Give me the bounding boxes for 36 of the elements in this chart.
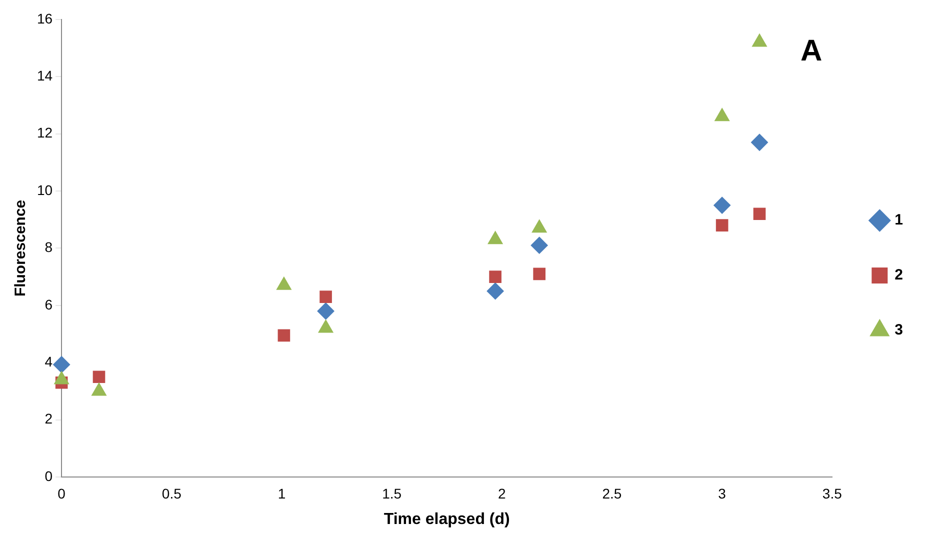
point — [320, 290, 332, 303]
y-tick-label: 2 — [44, 410, 53, 427]
point — [751, 134, 768, 151]
x-tick-label: 2.5 — [602, 485, 622, 502]
legend-label: 1 — [894, 212, 903, 229]
x-tick-label: 0.5 — [162, 485, 182, 502]
point — [716, 219, 728, 232]
legend-label: 2 — [894, 266, 903, 284]
x-tick-label: 3.5 — [822, 485, 842, 502]
point — [533, 268, 546, 280]
x-tick-label: 1 — [278, 485, 286, 502]
point — [278, 329, 290, 342]
x-axis-title: Time elapsed (d) — [384, 510, 510, 528]
legend-label: 3 — [894, 322, 903, 339]
point — [317, 302, 334, 320]
annotation: A — [800, 34, 822, 68]
y-tick-label: 10 — [36, 182, 53, 198]
x-tick-label: 0 — [58, 485, 66, 502]
x-tick-label: 3 — [718, 485, 726, 502]
x-tick-label: 1.5 — [382, 485, 402, 502]
y-axis-title: Fluorescence — [12, 200, 30, 297]
y-tick-label: 4 — [44, 353, 53, 370]
y-tick-label: 8 — [44, 239, 53, 256]
point — [753, 208, 766, 220]
point — [530, 236, 548, 254]
y-tick-label: 0 — [44, 468, 53, 484]
point — [53, 356, 70, 374]
point — [489, 270, 502, 283]
point — [714, 196, 731, 214]
y-tick-label: 16 — [36, 10, 53, 26]
x-tick-label: 2 — [498, 485, 506, 502]
point — [92, 370, 106, 384]
y-tick-label: 6 — [44, 296, 53, 312]
point — [486, 282, 504, 300]
y-tick-label: 14 — [36, 67, 53, 84]
y-tick-label: 12 — [36, 124, 53, 141]
